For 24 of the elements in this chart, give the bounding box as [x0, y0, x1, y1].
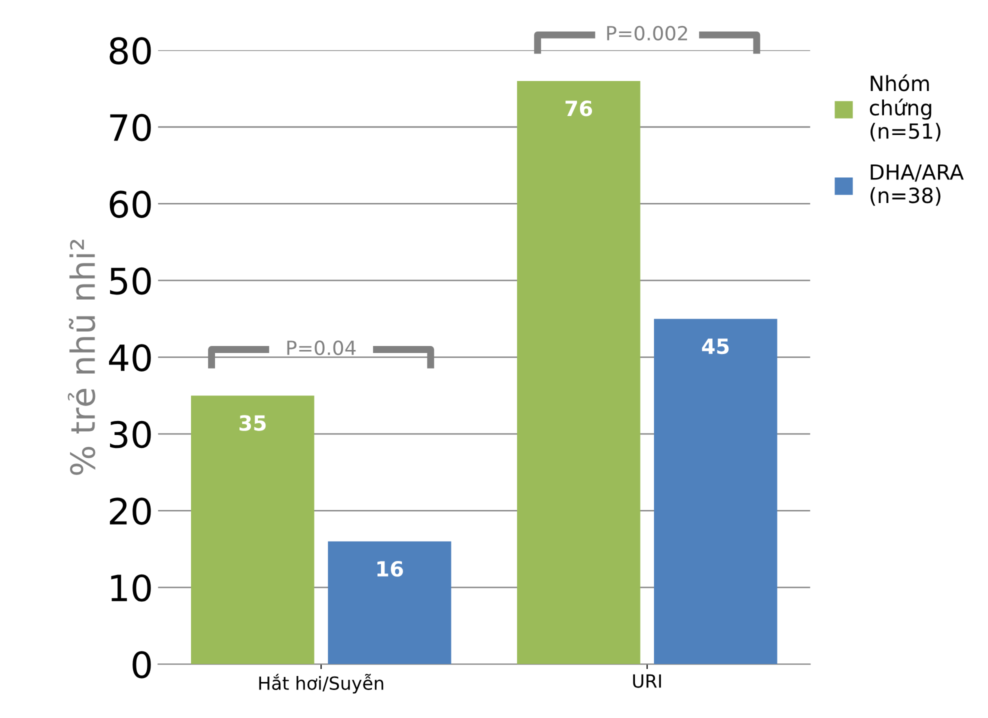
text: P=0.002	[607, 26, 688, 41]
y-tick-label: 60	[110, 190, 151, 218]
x-tick-label: Hắt hơi/Suyễn	[259, 674, 384, 694]
y-tick-label: 80	[110, 37, 151, 64]
y-axis-title: % trẻ nhũ nhi²	[68, 240, 96, 475]
data-label: 35	[240, 415, 266, 431]
y-tick-label: 70	[110, 114, 151, 142]
bar	[328, 541, 452, 664]
bar	[654, 318, 778, 664]
data-label: 16	[377, 560, 403, 577]
y-tick-label: 40	[109, 344, 151, 372]
legend-label: Nhóm chứng (n=51)	[870, 74, 940, 142]
y-tick-label: 50	[110, 267, 151, 295]
y-tick-label: 10	[111, 574, 151, 602]
bar	[517, 80, 640, 664]
data-label: 76	[566, 100, 592, 116]
annotation: P=0.04	[287, 340, 356, 356]
x-tick-label: URI	[633, 674, 661, 688]
bar	[191, 396, 314, 664]
y-tick-label: 20	[110, 498, 151, 525]
y-tick-label: 0	[132, 651, 151, 678]
y-tick-label: 30	[110, 420, 151, 448]
data-label: 45	[702, 338, 729, 354]
legend-label: DHA/ARA (n=38)	[870, 164, 964, 206]
